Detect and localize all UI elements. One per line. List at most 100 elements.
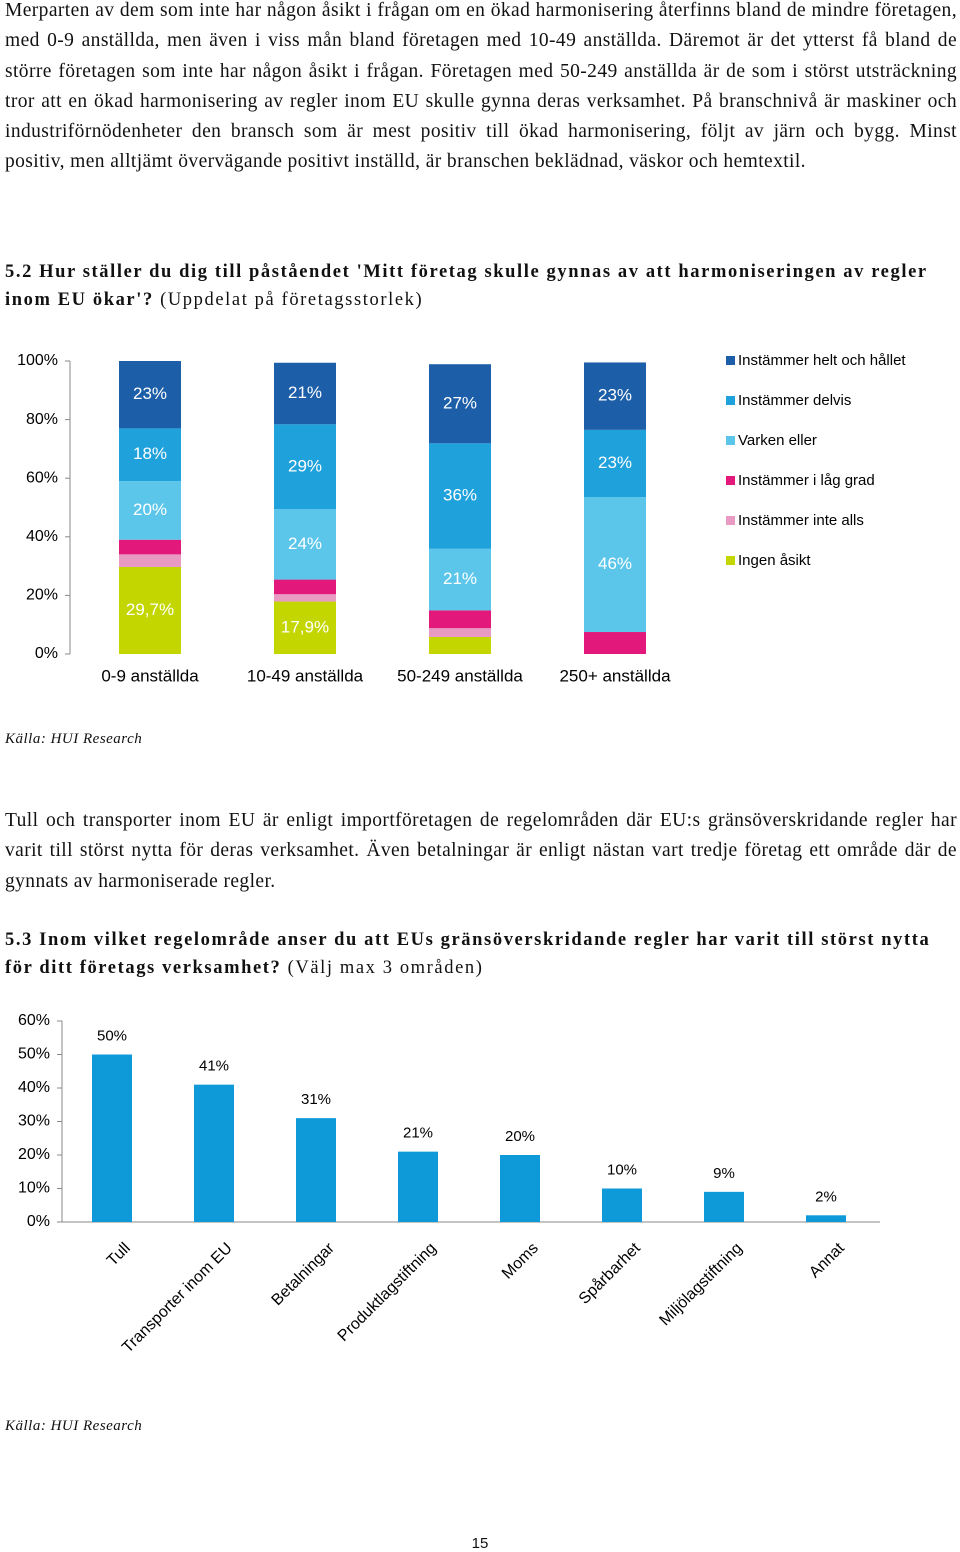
paragraph: Merparten av dem som inte har någon åsik… [5, 0, 957, 173]
data-label: 17,9% [281, 617, 329, 636]
y-tick-label: 20% [18, 1146, 50, 1163]
legend-swatch [726, 356, 735, 365]
paragraph: Tull och transporter inom EU är enligt i… [5, 810, 957, 892]
x-tick-label: Produktlagstiftning [335, 1240, 440, 1345]
x-tick-label: Spårbarhet [575, 1239, 644, 1308]
x-tick-label: 10-49 anställda [247, 666, 364, 685]
legend-swatch [726, 476, 735, 485]
y-tick-label: 20% [26, 587, 58, 604]
data-label: 21% [443, 569, 477, 588]
data-label: 41% [199, 1058, 229, 1075]
legend-swatch [726, 396, 735, 405]
bar-segment [584, 429, 646, 498]
x-tick-label: Tull [104, 1240, 134, 1270]
bar-segment [274, 594, 336, 602]
bar [602, 1188, 642, 1222]
data-label: 24% [288, 534, 322, 553]
legend-label: Instämmer i låg grad [738, 472, 875, 489]
bar-segment [429, 548, 491, 611]
y-tick-label: 40% [26, 528, 58, 545]
x-tick-label: Miljölagstiftning [656, 1240, 745, 1329]
x-tick-label: 50-249 anställda [397, 666, 523, 685]
source: Källa: HUI Research [5, 1418, 143, 1434]
bar-segment [119, 428, 181, 482]
bar [92, 1054, 132, 1222]
source: Källa: HUI Research [5, 731, 143, 747]
bar [806, 1215, 846, 1222]
y-tick-label: 100% [17, 352, 58, 369]
bar-segment [429, 610, 491, 629]
bar-segment [274, 601, 336, 654]
bar-segment [119, 539, 181, 555]
bar-segment [119, 481, 181, 540]
x-tick-label: 250+ anställda [559, 666, 671, 685]
x-tick-label: 0-9 anställda [101, 666, 199, 685]
y-tick-label: 0% [27, 1213, 50, 1230]
data-label: 36% [443, 486, 477, 505]
y-tick-label: 60% [18, 1012, 50, 1029]
legend-label: Varken eller [738, 432, 817, 449]
data-label: 21% [288, 383, 322, 402]
y-tick-label: 30% [18, 1113, 50, 1130]
bar-segment [429, 628, 491, 638]
data-label: 10% [607, 1161, 637, 1178]
bar [296, 1118, 336, 1222]
bar-segment [274, 509, 336, 580]
stacked-chart: 0% 20% 40% 60% 80% 100% 0-9 anställda 29,7% 20% 1… [17, 352, 906, 686]
page-number: 15 [471, 1535, 489, 1552]
x-tick-label: Annat [806, 1239, 848, 1281]
bar-chart: 0% 10% 20% 30% 40% 50% 60% 50% Tull 41% Transporte… [18, 1012, 880, 1357]
bar-segment [429, 637, 491, 654]
data-label: 20% [505, 1128, 535, 1145]
bar [704, 1191, 744, 1222]
bar-segment [119, 554, 181, 567]
bar-segment [429, 364, 491, 444]
data-label: 27% [443, 393, 477, 412]
data-label: 18% [133, 444, 167, 463]
bar [194, 1084, 234, 1222]
data-label: 20% [133, 500, 167, 519]
data-label: 29% [288, 456, 322, 475]
bar [398, 1151, 438, 1222]
legend-swatch [726, 516, 735, 525]
legend-label: Instämmer delvis [738, 392, 851, 409]
bar-segment [274, 424, 336, 510]
heading: 5.2 Hur ställer du dig till påståendet '… [5, 258, 957, 314]
data-label: 23% [598, 453, 632, 472]
data-label: 21% [403, 1125, 433, 1142]
x-tick-label: Transporter inom EU [119, 1240, 236, 1357]
y-tick-label: 0% [35, 645, 58, 662]
data-label: 31% [301, 1091, 331, 1108]
chart-subtitle: (Välj max 3 områden) [287, 958, 484, 978]
data-label: 9% [713, 1165, 735, 1182]
y-tick-label: 10% [18, 1180, 50, 1197]
bar-segment [119, 361, 181, 429]
legend-label: Ingen åsikt [738, 552, 811, 569]
bar-segment [429, 443, 491, 549]
heading: 5.3 Inom vilket regelområde anser du att… [5, 926, 957, 982]
x-tick-label: Betalningar [269, 1239, 339, 1309]
bar [500, 1155, 540, 1222]
data-label: 50% [97, 1027, 127, 1044]
y-tick-label: 40% [18, 1079, 50, 1096]
bar-segment [584, 362, 646, 430]
chart-subtitle: (Uppdelat på företagsstorlek) [160, 290, 424, 310]
bar-segment [274, 579, 336, 595]
legend-swatch [726, 556, 735, 565]
data-label: 29,7% [126, 600, 174, 619]
data-label: 46% [598, 554, 632, 573]
data-label: 23% [133, 384, 167, 403]
bar-segment [274, 362, 336, 425]
bar-segment [584, 497, 646, 633]
bar-segment [584, 632, 646, 654]
y-tick-label: 50% [18, 1046, 50, 1063]
legend-swatch [726, 436, 735, 445]
legend-label: Instämmer helt och hållet [738, 352, 906, 369]
chart-title: 5.2 Hur ställer du dig till påståendet '… [5, 262, 928, 310]
chart-title: 5.3 Inom vilket regelområde anser du att… [5, 930, 931, 978]
x-tick-label: Moms [499, 1240, 542, 1283]
y-tick-label: 60% [26, 469, 58, 486]
legend-label: Instämmer inte alls [738, 512, 864, 529]
data-label: 2% [815, 1188, 837, 1205]
